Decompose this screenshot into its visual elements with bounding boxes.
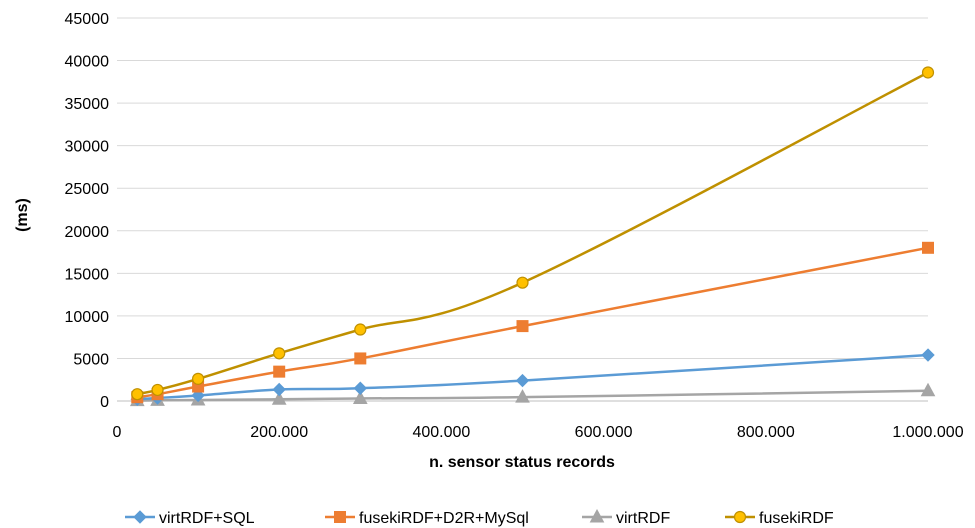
y-tick-label: 45000 (65, 11, 110, 28)
data-point (920, 382, 936, 397)
series-line (137, 389, 929, 402)
series-virtrdf (129, 382, 936, 407)
legend-item: fusekiRDF (725, 510, 834, 527)
series-group (129, 66, 936, 407)
y-axis-title: (ms) (14, 198, 31, 232)
data-point (353, 381, 368, 395)
legend-marker (589, 508, 605, 523)
x-tick-label: 0 (113, 424, 122, 441)
legend-marker (733, 510, 747, 524)
data-point (354, 352, 367, 365)
x-tick-label: 200.000 (250, 424, 308, 441)
legend: virtRDF+SQL fusekiRDF+D2R+MySql virtRDF fus… (125, 508, 834, 527)
data-point (922, 241, 934, 254)
data-point (516, 320, 529, 333)
series-line (137, 353, 929, 401)
y-tick-label: 0 (100, 394, 109, 411)
x-tick-label: 600.000 (575, 424, 633, 441)
x-tick-label: 1.000.000 (892, 424, 963, 441)
data-point (921, 348, 935, 362)
series-fusekirdf (131, 66, 935, 401)
data-point (192, 372, 205, 385)
y-tick-label: 15000 (65, 266, 110, 283)
data-point (151, 383, 164, 397)
y-tick-label: 40000 (65, 54, 110, 71)
data-point (515, 373, 530, 388)
data-point (271, 391, 287, 405)
y-tick-label: 25000 (65, 181, 110, 198)
legend-label: fusekiRDF+D2R+MySql (359, 510, 529, 527)
y-tick-label: 20000 (65, 224, 110, 241)
legend-item: fusekiRDF+D2R+MySql (325, 510, 529, 527)
legend-marker (133, 510, 147, 524)
data-point (354, 323, 367, 336)
data-point (273, 347, 286, 360)
legend-item: virtRDF (582, 508, 670, 527)
y-tick-label: 10000 (65, 309, 110, 326)
y-tick-label: 5000 (73, 351, 109, 368)
y-tick-label: 30000 (65, 139, 110, 156)
data-point (921, 66, 935, 79)
y-tick-label: 35000 (65, 96, 110, 113)
legend-marker (334, 511, 346, 523)
data-point (516, 276, 529, 289)
x-tick-label: 800.000 (737, 424, 795, 441)
gridlines (117, 17, 928, 359)
data-point (131, 388, 144, 401)
legend-label: virtRDF (616, 510, 670, 527)
x-tick-label: 400.000 (412, 424, 470, 441)
legend-item: virtRDF+SQL (125, 510, 255, 527)
data-point (272, 382, 286, 397)
series-fusekirdf-d2r-mysql (131, 241, 934, 404)
x-axis-title: n. sensor status records (429, 454, 615, 471)
series-line (137, 246, 929, 399)
data-point (515, 389, 530, 403)
data-point (352, 390, 368, 404)
legend-label: virtRDF+SQL (159, 510, 255, 527)
axes: 0 5000 10000 15000 20000 25000 30000 35000 40000… (65, 11, 964, 441)
data-point (273, 365, 286, 378)
series-line (137, 71, 929, 396)
legend-label: fusekiRDF (759, 510, 834, 527)
